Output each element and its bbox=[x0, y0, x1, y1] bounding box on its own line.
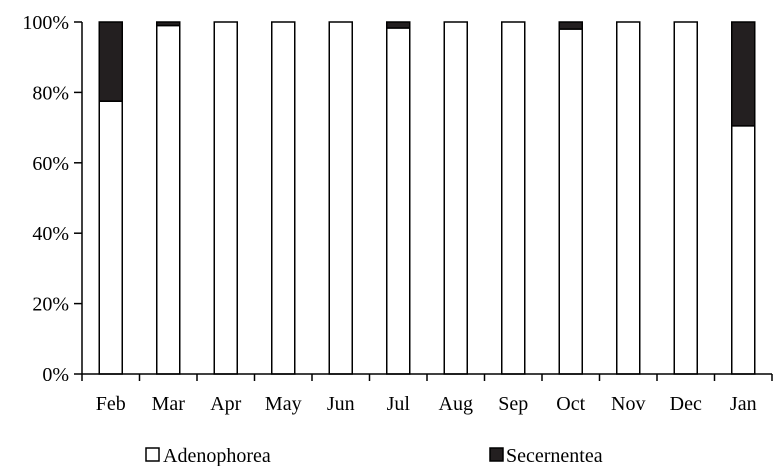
bar-secernentea-oct bbox=[558, 21, 583, 30]
bar-adenophorea-aug bbox=[443, 21, 468, 375]
bar-adenophorea-dec bbox=[673, 21, 698, 375]
y-tick-label: 40% bbox=[32, 223, 69, 245]
bar-secernentea-jul bbox=[386, 21, 411, 29]
bar-secernentea-mar bbox=[156, 21, 181, 27]
x-axis-ticks: Feb Mar Apr May Jun Jul Aug Sep Oct Nov Dec Jan bbox=[81, 374, 773, 415]
x-tick-label-nov: Nov bbox=[611, 393, 645, 415]
y-tick-label: 20% bbox=[32, 294, 69, 316]
bar-adenophorea-jun bbox=[328, 21, 353, 375]
legend-label-secernentea: Secernentea bbox=[506, 445, 603, 466]
x-tick-label-sep: Sep bbox=[498, 393, 528, 415]
x-tick-label-apr: Apr bbox=[210, 393, 241, 415]
bar-adenophorea-jan bbox=[731, 125, 756, 375]
legend-swatch-adenophorea bbox=[145, 447, 160, 462]
x-tick-label-may: May bbox=[265, 393, 302, 415]
bars-group bbox=[98, 21, 756, 375]
bar-adenophorea-oct bbox=[558, 28, 583, 375]
bar-adenophorea-mar bbox=[156, 24, 181, 375]
y-tick-label: 60% bbox=[32, 153, 69, 175]
y-axis-ticks: 0% 20% 40% 60% 80% 100% bbox=[22, 12, 82, 386]
y-tick-label: 100% bbox=[22, 12, 69, 34]
bar-adenophorea-sep bbox=[501, 21, 526, 375]
bar-secernentea-jan bbox=[731, 21, 756, 127]
x-tick-label-jul: Jul bbox=[387, 393, 411, 415]
x-tick-label-oct: Oct bbox=[556, 393, 585, 415]
bar-adenophorea-jul bbox=[386, 27, 411, 375]
bar-adenophorea-apr bbox=[213, 21, 238, 375]
x-tick-label-feb: Feb bbox=[96, 393, 126, 415]
legend-swatch-secernentea bbox=[489, 447, 504, 462]
y-tick-label: 80% bbox=[32, 82, 69, 104]
x-tick-label-mar: Mar bbox=[152, 393, 186, 415]
x-tick-label-aug: Aug bbox=[439, 393, 473, 415]
bar-adenophorea-nov bbox=[616, 21, 641, 375]
legend: Adenophorea Secernentea bbox=[145, 445, 603, 466]
x-tick-label-dec: Dec bbox=[670, 393, 702, 415]
x-tick-label-jan: Jan bbox=[730, 393, 757, 415]
x-tick-label-jun: Jun bbox=[327, 393, 355, 415]
bar-adenophorea-may bbox=[271, 21, 296, 375]
legend-label-adenophorea: Adenophorea bbox=[163, 445, 271, 466]
bar-secernentea-feb bbox=[98, 21, 123, 102]
y-tick-label: 0% bbox=[42, 364, 69, 386]
bar-adenophorea-feb bbox=[98, 100, 123, 375]
